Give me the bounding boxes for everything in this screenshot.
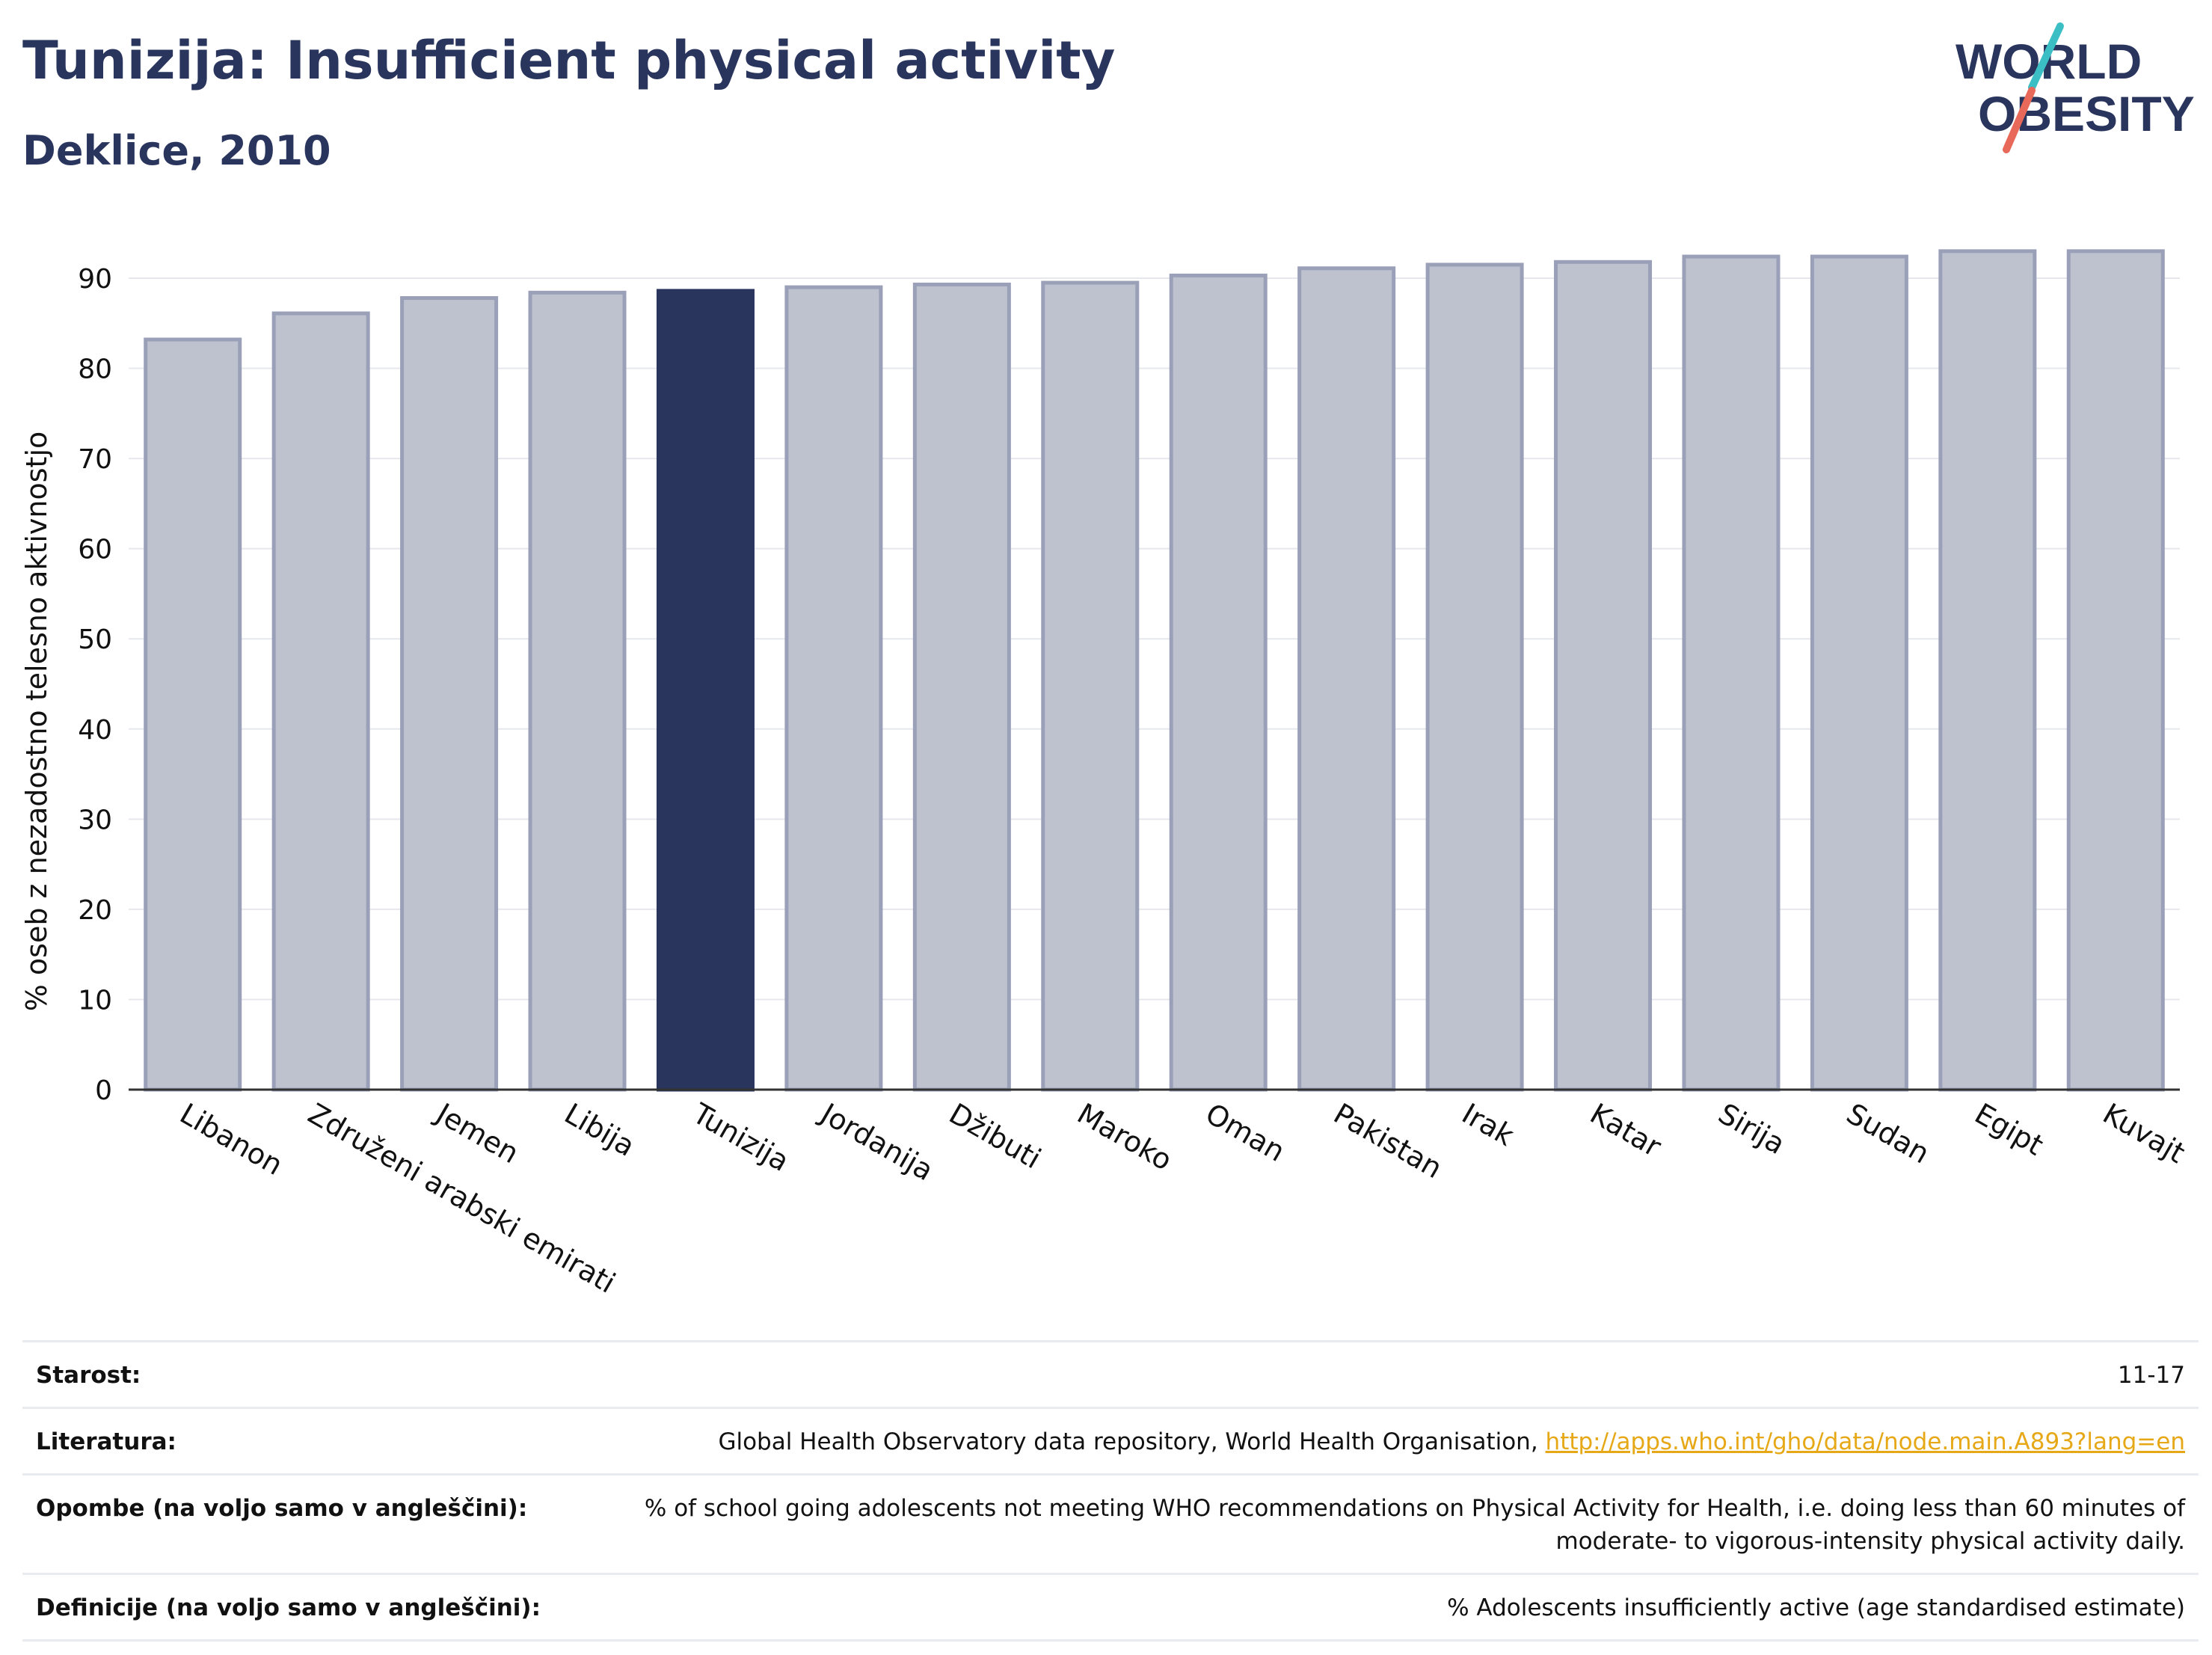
bar <box>1810 254 1908 1092</box>
source-value-wrap: Global Health Observatory data repositor… <box>718 1425 2185 1458</box>
source-link[interactable]: http://apps.who.int/gho/data/node.main.A… <box>1545 1428 2185 1455</box>
y-tick-label: 20 <box>78 895 112 926</box>
x-tick-label: Libija <box>559 1097 641 1163</box>
bar-highlight <box>656 289 755 1092</box>
y-tick-label: 30 <box>78 805 112 835</box>
age-value: 11-17 <box>2117 1362 2185 1389</box>
chart-subtitle: Deklice, 2010 <box>22 127 331 174</box>
y-tick-label: 10 <box>78 985 112 1016</box>
world-obesity-logo: WORLD OBESITY <box>1956 22 2195 153</box>
bar <box>528 290 627 1092</box>
y-axis-ticks: 0 10 20 30 40 50 60 70 80 90 <box>78 264 112 1106</box>
x-tick-label: Oman <box>1200 1097 1291 1168</box>
definitions-value: % Adolescents insufficiently active (age… <box>1447 1594 2185 1621</box>
x-tick-label: Katar <box>1585 1097 1667 1164</box>
x-tick-label: Kuvajt <box>2098 1097 2190 1170</box>
chart-title: Tunizija: Insufficient physical activity <box>22 30 1116 91</box>
x-tick-label: Irak <box>1457 1097 1520 1152</box>
x-tick-label: Sirija <box>1712 1097 1790 1161</box>
logo-slash-coral <box>2003 87 2036 153</box>
bar <box>400 296 499 1092</box>
bar <box>1554 260 1653 1092</box>
y-tick-label: 70 <box>78 444 112 475</box>
bar <box>1425 262 1524 1092</box>
bar <box>2066 249 2165 1092</box>
bar <box>1938 249 2037 1092</box>
x-tick-label: Egipt <box>1969 1097 2049 1162</box>
bar <box>144 337 242 1092</box>
metadata-table: Starost: 11-17 Literatura: Global Health… <box>22 1340 2199 1642</box>
y-axis-label: % oseb z nezadostno telesno aktivnostjo <box>20 432 53 1012</box>
notes-value: % of school going adolescents not meetin… <box>644 1495 2185 1555</box>
bar <box>1682 254 1781 1092</box>
footer-row-age: Starost: 11-17 <box>22 1340 2199 1407</box>
x-tick-label: Jemen <box>429 1096 524 1170</box>
definitions-label: Definicije (na voljo samo v angleščini): <box>36 1594 541 1621</box>
y-tick-label: 50 <box>78 624 112 655</box>
x-tick-label: Jordanija <box>814 1096 939 1188</box>
footer-row-source: Literatura: Global Health Observatory da… <box>22 1407 2199 1473</box>
bar <box>1041 280 1140 1092</box>
x-tick-label: Sudan <box>1841 1097 1935 1170</box>
y-tick-label: 40 <box>78 715 112 746</box>
source-value: Global Health Observatory data repositor… <box>718 1428 1546 1455</box>
x-tick-label: Džibuti <box>944 1097 1047 1176</box>
logo-slash-teal <box>2028 22 2064 91</box>
source-label: Literatura: <box>36 1428 176 1455</box>
x-tick-label: Tunizija <box>686 1096 795 1178</box>
x-tick-label: Maroko <box>1072 1097 1178 1177</box>
y-tick-label: 60 <box>78 535 112 565</box>
x-tick-label: Pakistan <box>1328 1097 1448 1185</box>
notes-label: Opombe (na voljo samo v angleščini): <box>36 1495 528 1522</box>
bar <box>1297 266 1396 1092</box>
bar <box>784 285 883 1092</box>
bar <box>271 311 370 1092</box>
y-tick-label: 0 <box>95 1075 112 1106</box>
x-tick-label: Libanon <box>174 1097 288 1182</box>
y-tick-label: 80 <box>78 354 112 385</box>
age-label: Starost: <box>36 1362 141 1389</box>
bar <box>1169 273 1268 1092</box>
footer-row-notes: Opombe (na voljo samo v angleščini): % o… <box>22 1473 2199 1573</box>
bar <box>912 282 1011 1092</box>
y-tick-label: 90 <box>78 264 112 295</box>
bar-chart: 0 10 20 30 40 50 60 70 80 90 Libanon Združeni arab… <box>20 249 2190 1300</box>
bars <box>144 249 2165 1092</box>
footer-row-definitions: Definicije (na voljo samo v angleščini):… <box>22 1573 2199 1642</box>
